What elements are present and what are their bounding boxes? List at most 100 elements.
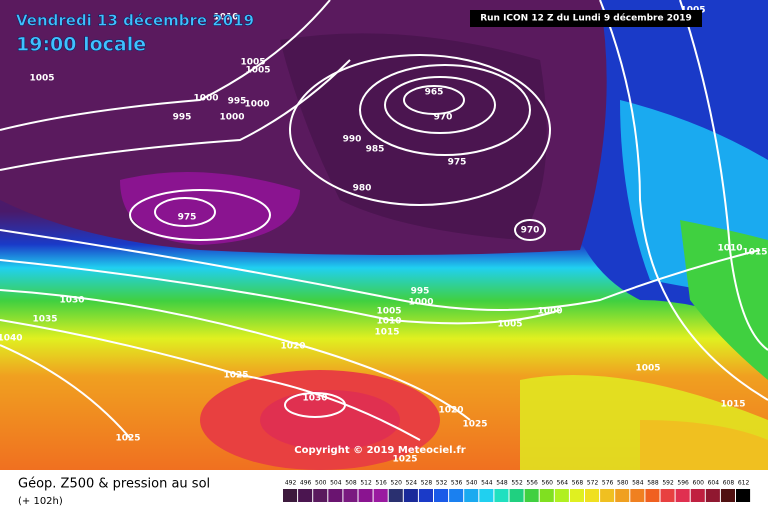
isobar-label: 1030 <box>59 296 84 306</box>
colorbar-label: 608 <box>723 480 735 487</box>
colorbar-swatch <box>736 489 751 502</box>
colorbar-label: 592 <box>662 480 674 487</box>
isobar-label: 995 <box>228 97 247 107</box>
isobar-label: 1030 <box>302 394 327 404</box>
colorbar-label: 580 <box>617 480 629 487</box>
isobar-label: 1025 <box>392 455 417 465</box>
isobars <box>0 0 768 440</box>
isobar-label: 1010 <box>376 317 401 327</box>
colorbar-swatch <box>660 489 675 502</box>
isobar-label: 975 <box>448 158 467 168</box>
isobar-label: 1025 <box>115 434 140 444</box>
isobar-label: 1015 <box>374 328 399 338</box>
colorbar-swatch <box>569 489 584 502</box>
colorbar-label: 548 <box>496 480 508 487</box>
colorbar-swatch <box>343 489 358 502</box>
colorbar-label: 528 <box>421 480 433 487</box>
colorbar-swatch <box>313 489 328 502</box>
colorbar-label: 568 <box>572 480 584 487</box>
colorbar-swatch <box>403 489 418 502</box>
isobar-label: 1025 <box>462 420 487 430</box>
colorbar-swatch <box>600 489 615 502</box>
colorbar-swatch <box>554 489 569 502</box>
isobar-label: 995 <box>411 287 430 297</box>
colorbar-swatch <box>388 489 403 502</box>
isobar-label: 1035 <box>32 315 57 325</box>
colorbar-swatch <box>449 489 464 502</box>
colorbar-label: 524 <box>406 480 418 487</box>
isobar-label: 1040 <box>0 334 23 344</box>
colorbar-label: 520 <box>391 480 403 487</box>
colorbar-swatch <box>509 489 524 502</box>
map-background <box>0 0 768 470</box>
isobar-label: 1000 <box>537 307 562 317</box>
colorbar-label: 584 <box>632 480 644 487</box>
run-box <box>470 10 702 27</box>
colorbar-swatch <box>524 489 539 502</box>
colorbar-label: 596 <box>677 480 689 487</box>
isobar-label: 1015 <box>742 248 767 258</box>
colorbar-swatch <box>705 489 720 502</box>
colorbar-swatch <box>418 489 433 502</box>
colorbar-label: 600 <box>693 480 705 487</box>
colorbar-label: 556 <box>526 480 538 487</box>
colorbar-swatch <box>479 489 494 502</box>
colorbar-swatch <box>675 489 690 502</box>
colorbar-label: 532 <box>436 480 448 487</box>
colorbar-label: 588 <box>647 480 659 487</box>
colorbar-label: 496 <box>300 480 312 487</box>
isobar-label: 1005 <box>497 320 522 330</box>
isobar-label: 1000 <box>244 100 269 110</box>
colorbar-swatch <box>585 489 600 502</box>
colorbar-swatch <box>645 489 660 502</box>
colorbar-swatch <box>298 489 313 502</box>
colorbar-label: 604 <box>708 480 720 487</box>
colorbar-label: 508 <box>345 480 357 487</box>
colorbar-label: 540 <box>466 480 478 487</box>
isobar-label: 975 <box>178 213 197 223</box>
colorbar-label: 572 <box>587 480 599 487</box>
isobar-label: 1010 <box>717 244 742 254</box>
isobar-label: 1000 <box>193 94 218 104</box>
isobar-label: 1010 <box>213 13 238 23</box>
isobar-label: 1020 <box>280 342 305 352</box>
colorbar-label: 492 <box>285 480 297 487</box>
colorbar-swatch <box>373 489 388 502</box>
isobar-label: 995 <box>173 113 192 123</box>
colorbar-label: 576 <box>602 480 614 487</box>
colorbar-label: 612 <box>738 480 750 487</box>
colorbar-label: 564 <box>557 480 569 487</box>
colorbar-swatch <box>328 489 343 502</box>
isobar-label: 1020 <box>438 406 463 416</box>
isobar-label: 1000 <box>219 113 244 123</box>
colorbar-label: 552 <box>511 480 523 487</box>
isobar-label: 1000 <box>408 298 433 308</box>
footer-lead: (+ 102h) <box>18 496 63 507</box>
colorbar-label: 512 <box>360 480 372 487</box>
run-info: Run ICON 12 Z du Lundi 9 décembre 2019 <box>480 13 692 24</box>
colorbar-swatch <box>494 489 509 502</box>
colorbar: 492 496 500 504 508 512 516 520 524 528 532 536 540 5… <box>283 480 751 502</box>
isobar-label: 1025 <box>223 371 248 381</box>
isobar-label: 1005 <box>240 58 265 68</box>
time: 19:00 locale <box>16 34 146 56</box>
isobar-label: 1015 <box>720 400 745 410</box>
isobar-label: 965 <box>425 88 444 98</box>
colorbar-swatch <box>539 489 554 502</box>
colorbar-label: 536 <box>451 480 463 487</box>
colorbar-swatch <box>690 489 705 502</box>
isobar-label: 990 <box>343 135 362 145</box>
isobar-label: 1005 <box>245 66 270 76</box>
footer-title: Géop. Z500 & pression au sol <box>18 477 210 492</box>
colorbar-swatch <box>358 489 373 502</box>
isobar-label: 1005 <box>635 364 660 374</box>
colorbar-swatch <box>720 489 735 502</box>
colorbar-swatch <box>630 489 645 502</box>
colorbar-swatch <box>434 489 449 502</box>
colorbar-swatch <box>283 489 298 502</box>
isobar-label: 1005 <box>376 307 401 317</box>
colorbar-swatch <box>464 489 479 502</box>
copyright: Copyright © 2019 Meteociel.fr <box>294 445 465 456</box>
colorbar-swatch <box>615 489 630 502</box>
